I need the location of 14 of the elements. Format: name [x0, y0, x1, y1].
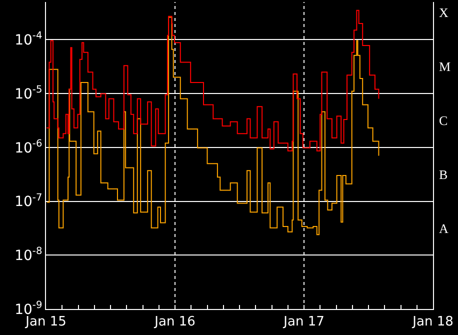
text: A — [439, 221, 449, 236]
y-tick-label: 10$^{-7}$ — [14, 192, 42, 210]
text: B — [439, 167, 448, 182]
x-tick-label: Jan 16 — [154, 314, 196, 330]
text: C — [439, 113, 448, 128]
x-tick-label: Jan 18 — [412, 314, 454, 330]
text: M — [439, 59, 451, 74]
x-tick-label: Jan 15 — [24, 314, 66, 330]
y-tick-label: 10$^{-5}$ — [14, 84, 42, 102]
x-tick-label: Jan 17 — [282, 314, 324, 330]
y-tick-label: 10$^{-4}$ — [14, 30, 42, 49]
text: X — [439, 5, 449, 20]
y-tick-label: 10$^{-8}$ — [14, 246, 42, 264]
y-tick-label: 10$^{-6}$ — [14, 138, 42, 156]
